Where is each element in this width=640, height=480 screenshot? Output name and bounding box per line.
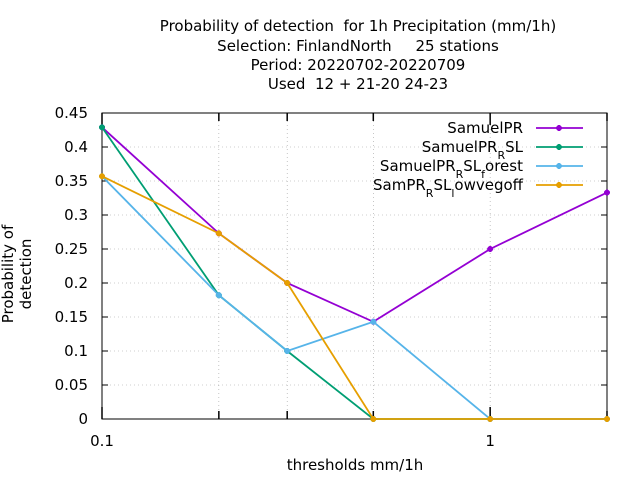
legend-label-3: SamuelPRRSLforest [380, 157, 523, 181]
legend-marker-1-dot [556, 125, 562, 131]
legend-marker-4-dot [556, 182, 562, 188]
data-point-series-4-dot [370, 416, 376, 422]
x-tick-label: 1 [485, 432, 495, 450]
data-point-series-1-dot [604, 190, 610, 196]
legend-label-4: SamPRRSLlowvegoff [373, 176, 524, 200]
y-tick-label: 0 [78, 410, 88, 428]
series-line-4 [101, 175, 607, 420]
x-tick-label: 0.1 [90, 432, 114, 450]
chart-title-line-3: Period: 20220702-20220709 [250, 56, 466, 74]
data-point-series-3-dot [370, 319, 376, 325]
chart-title-line-1: Probability of detection for 1h Precipit… [159, 17, 557, 35]
legend-marker-2-dot [556, 144, 562, 150]
legend-marker-3-dot [556, 163, 562, 169]
chart-title-line-4: Used 12 + 21-20 24-23 [267, 75, 449, 93]
y-tick-label: 0.1 [64, 342, 88, 360]
data-point-series-3-dot [284, 348, 290, 354]
y-tick-label: 0.2 [64, 274, 88, 292]
plot-border [101, 112, 608, 420]
data-point-series-1-dot [487, 246, 493, 252]
data-point-series-4-dot [99, 173, 105, 179]
data-point-series-4-dot [487, 416, 493, 422]
legend-label-1: SamuelPR [447, 119, 523, 137]
y-tick-label: 0.25 [55, 240, 88, 258]
series-line-2 [101, 126, 607, 420]
y-tick-label: 0.05 [55, 376, 88, 394]
y-tick-label: 0.4 [64, 138, 88, 156]
data-point-series-4-dot [284, 280, 290, 286]
data-point-series-4-dot [216, 230, 222, 236]
data-point-series-3-dot [216, 292, 222, 298]
data-point-series-2-dot [99, 124, 105, 130]
y-tick-label: 0.3 [64, 206, 88, 224]
y-tick-label: 0.15 [55, 308, 88, 326]
x-axis-label: thresholds mm/1h [286, 456, 424, 474]
y-tick-label: 0.45 [55, 104, 88, 122]
chart-title-line-2: Selection: FinlandNorth 25 stations [217, 37, 499, 55]
legend-label-2: SamuelPRRSL [422, 138, 524, 162]
series-line-1 [101, 126, 608, 323]
y-tick-label: 0.35 [55, 172, 88, 190]
data-point-series-4-dot [604, 416, 610, 422]
